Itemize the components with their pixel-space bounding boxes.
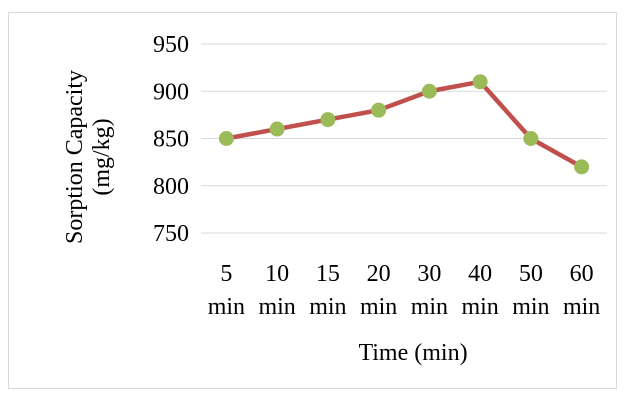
- y-axis-title-line-2: (mg/kg): [89, 118, 115, 195]
- x-tick-label: 10: [265, 261, 289, 287]
- x-tick-label: 60: [570, 261, 594, 287]
- data-point-marker: [574, 159, 590, 175]
- x-tick-label: 30: [417, 261, 441, 287]
- y-tick-label: 900: [153, 79, 189, 105]
- y-tick-labels: 750 800 850 900 950: [153, 32, 189, 247]
- y-tick-label: 750: [153, 221, 189, 247]
- series-line: [225, 79, 583, 169]
- chart-frame: [8, 12, 617, 389]
- gridlines: [201, 43, 607, 234]
- x-tick-label: 5: [220, 261, 232, 287]
- x-tick-unit-label: min: [309, 294, 346, 320]
- data-point-marker: [523, 131, 539, 146]
- data-point-marker: [320, 112, 336, 128]
- y-tick-label: 950: [153, 32, 189, 58]
- x-tick-unit-label: min: [411, 294, 448, 320]
- x-tick-unit-label: min: [563, 294, 600, 320]
- x-tick-unit-label: min: [461, 294, 498, 320]
- y-tick-label: 800: [153, 174, 189, 200]
- x-tick-unit-label: min: [208, 294, 245, 320]
- data-point-marker: [472, 74, 488, 90]
- x-tick-labels: 5 min 10 min 15 min 20 min 30 min 40 min 50 min 60 min: [208, 261, 601, 320]
- data-point-marker: [371, 102, 387, 118]
- x-tick-label: 50: [519, 261, 543, 287]
- data-point-marker: [269, 121, 285, 137]
- x-tick-unit-label: min: [512, 294, 549, 320]
- y-tick-label: 850: [153, 127, 189, 153]
- data-point-marker: [218, 131, 234, 146]
- data-series: [218, 74, 590, 175]
- data-point-marker: [421, 83, 437, 99]
- x-tick-label: 15: [316, 261, 340, 287]
- y-axis-title-line-1: Sorption Capacity: [62, 70, 88, 244]
- x-axis-title: Time (min): [358, 340, 467, 366]
- x-tick-unit-label: min: [360, 294, 397, 320]
- x-tick-unit-label: min: [258, 294, 295, 320]
- x-tick-label: 40: [468, 261, 492, 287]
- x-tick-label: 20: [367, 261, 391, 287]
